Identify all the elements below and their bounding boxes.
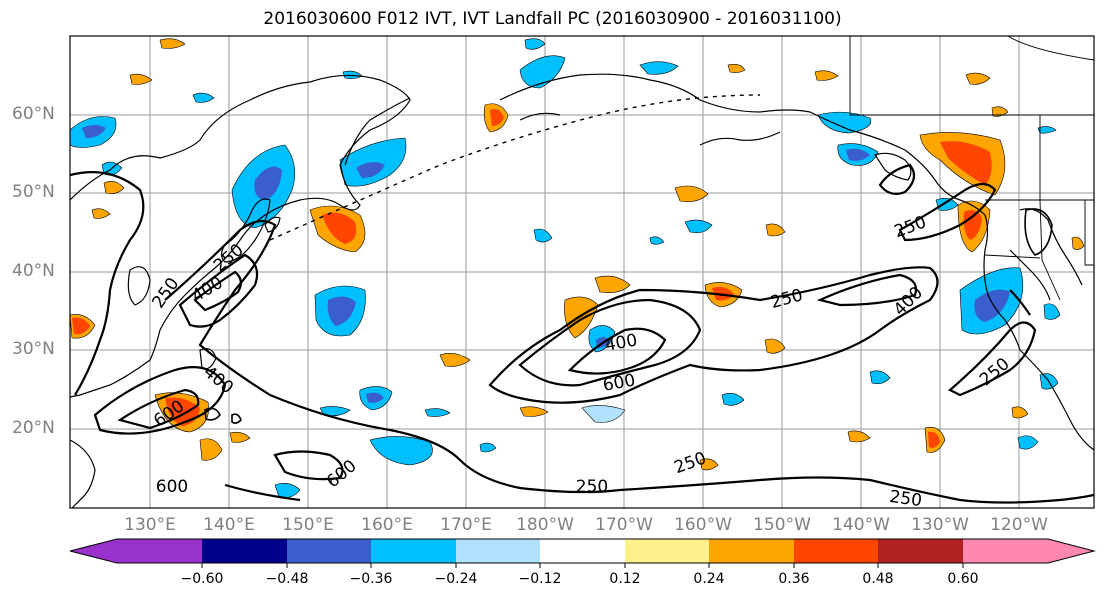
lon-label: 180°W bbox=[516, 515, 574, 535]
colorbar-tick-label: 0.24 bbox=[693, 571, 725, 587]
colorbar-tick-label: −0.12 bbox=[518, 571, 562, 587]
colorbar-tick-label: −0.60 bbox=[180, 571, 224, 587]
colorbar-tick-label: −0.24 bbox=[434, 571, 478, 587]
lon-label: 160°E bbox=[361, 515, 413, 535]
lon-label: 140°W bbox=[832, 515, 890, 535]
colorbar-tick-label: −0.36 bbox=[349, 571, 393, 587]
lat-label: 50°N bbox=[12, 182, 55, 202]
lon-label: 150°E bbox=[282, 515, 334, 535]
colorbar-seg bbox=[371, 539, 456, 563]
coastlines bbox=[70, 73, 1094, 508]
colorbar-seg bbox=[456, 539, 540, 563]
positive-anomaly-fills bbox=[70, 38, 1085, 471]
colorbar-tick-label: 0.60 bbox=[947, 571, 979, 587]
negative-anomaly-fills bbox=[70, 38, 1061, 498]
lon-label: 170°E bbox=[440, 515, 492, 535]
lon-label: 120°W bbox=[990, 515, 1048, 535]
lon-label: 140°E bbox=[203, 515, 255, 535]
lon-label: 130°W bbox=[911, 515, 969, 535]
colorbar-seg bbox=[794, 539, 878, 563]
colorbar-tick-label: 0.12 bbox=[609, 571, 641, 587]
colorbar-seg bbox=[287, 539, 371, 563]
colorbar-seg bbox=[878, 539, 963, 563]
colorbar-seg bbox=[70, 539, 202, 563]
colorbar-seg bbox=[709, 539, 794, 563]
map-title: 2016030600 F012 IVT, IVT Landfall PC (20… bbox=[263, 9, 842, 29]
contour-label: 600 bbox=[156, 477, 188, 497]
lat-label: 30°N bbox=[12, 339, 55, 359]
lon-label: 150°W bbox=[753, 515, 811, 535]
lon-label: 170°W bbox=[595, 515, 653, 535]
colorbar-tick-label: 0.48 bbox=[862, 571, 894, 587]
dashed-boundary bbox=[269, 94, 761, 241]
colorbar bbox=[69, 538, 1096, 568]
colorbar-tick-label: −0.48 bbox=[265, 571, 309, 587]
contour-label: 250 bbox=[888, 487, 923, 511]
colorbar-seg bbox=[625, 539, 709, 563]
map-frame bbox=[69, 35, 1095, 509]
colorbar-seg bbox=[963, 539, 1094, 563]
lat-label: 60°N bbox=[12, 104, 55, 124]
colorbar-seg bbox=[202, 539, 287, 563]
contour-label: 250 bbox=[576, 477, 608, 497]
borders bbox=[849, 36, 1094, 301]
colorbar-tick-label: 0.36 bbox=[778, 571, 810, 587]
ivt-contours bbox=[70, 163, 1094, 504]
lon-label: 160°W bbox=[674, 515, 732, 535]
colorbar-seg bbox=[540, 539, 625, 563]
lat-label: 40°N bbox=[12, 261, 55, 281]
lon-label: 130°E bbox=[124, 515, 176, 535]
lat-label: 20°N bbox=[12, 418, 55, 438]
